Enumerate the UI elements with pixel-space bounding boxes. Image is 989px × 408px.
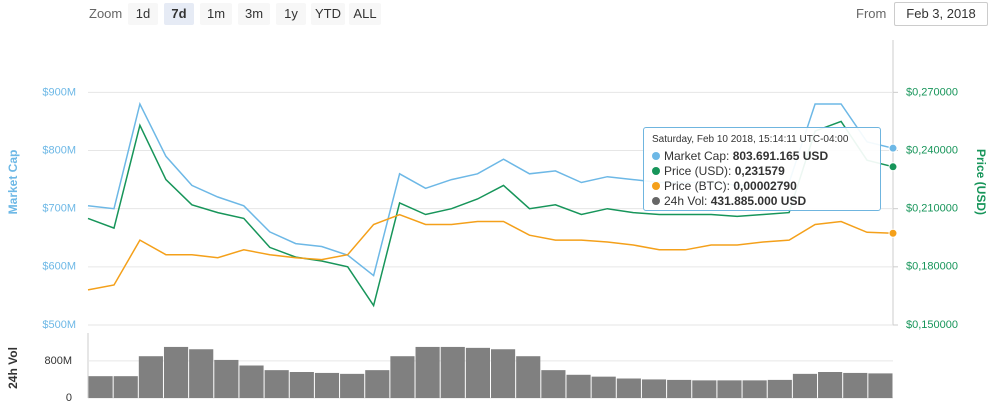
bar: [440, 346, 465, 398]
tooltip-row: Price (USD): 0,231579: [652, 164, 785, 178]
bar: [818, 372, 843, 398]
bar: [113, 376, 138, 398]
series-line: [87, 120, 894, 308]
date-input[interactable]: Feb 3, 2018: [894, 2, 988, 26]
y-tick-label: $500M: [42, 319, 76, 331]
bar: [163, 346, 189, 398]
bar: [390, 356, 415, 398]
zoom-button[interactable]: 1d: [128, 3, 158, 25]
y2-tick-label: $0,210000: [906, 203, 958, 215]
bar: [692, 380, 717, 398]
bar: [340, 373, 365, 398]
tooltip-row: Price (BTC): 0,00002790: [652, 179, 797, 193]
tooltip-value: 0,00002790: [733, 179, 797, 193]
bar: [541, 370, 566, 398]
series-line: [87, 213, 894, 291]
y-tick-label: $600M: [42, 261, 76, 273]
bar: [138, 356, 163, 398]
bar: [742, 380, 767, 398]
bar: [264, 370, 289, 398]
bar: [239, 365, 264, 398]
zoom-button[interactable]: 7d: [164, 3, 194, 25]
bar: [214, 359, 239, 398]
bar: [868, 373, 893, 398]
y-tick-label: 800M: [44, 355, 72, 367]
zoom-button[interactable]: ALL: [349, 3, 381, 25]
tooltip-value: 803.691.165 USD: [732, 149, 829, 163]
bar: [516, 356, 541, 398]
from-label: From: [856, 6, 887, 21]
y-tick-label: $900M: [42, 86, 76, 98]
tooltip-title: Saturday, Feb 10 2018, 15:14:11 UTC-04:0…: [652, 134, 849, 145]
zoom-button[interactable]: YTD: [311, 3, 345, 25]
zoom-button[interactable]: 1y: [276, 3, 306, 25]
bar: [465, 347, 490, 398]
bar: [314, 372, 340, 398]
bar: [767, 379, 792, 398]
bar: [843, 372, 868, 398]
bar: [189, 349, 214, 398]
bar: [667, 379, 692, 398]
tooltip-row: 24h Vol: 431.885.000 USD: [652, 194, 806, 208]
y-tick-label: 0: [66, 392, 72, 404]
bar: [289, 372, 314, 398]
tooltip-key: Market Cap:: [664, 149, 730, 163]
y2-tick-label: $0,270000: [906, 86, 958, 98]
y-axis-title: Market Cap: [6, 150, 20, 215]
y2-tick-label: $0,150000: [906, 319, 958, 331]
bar: [717, 380, 742, 398]
bar: [641, 379, 667, 398]
tooltip-value: 0,231579: [734, 164, 785, 178]
bar: [566, 374, 591, 398]
y-tick-label: $700M: [42, 203, 76, 215]
y2-tick-label: $0,240000: [906, 144, 958, 156]
bar: [365, 370, 390, 398]
tooltip-value: 431.885.000 USD: [710, 194, 807, 208]
y-tick-label: $800M: [42, 144, 76, 156]
bar: [415, 346, 440, 398]
tooltip-row: Market Cap: 803.691.165 USD: [652, 149, 828, 163]
bar: [88, 376, 113, 398]
bar: [792, 373, 818, 398]
zoom-label: Zoom: [89, 6, 123, 21]
zoom-button[interactable]: 1m: [200, 3, 232, 25]
point-marker: [888, 143, 898, 153]
point-marker: [888, 162, 898, 172]
y-axis-title: 24h Vol: [6, 347, 20, 389]
bar: [616, 378, 641, 398]
tooltip-key: Price (BTC):: [664, 179, 730, 193]
y2-axis-title: Price (USD): [974, 149, 988, 215]
point-marker: [888, 228, 898, 238]
zoom-button[interactable]: 3m: [238, 3, 270, 25]
y2-tick-label: $0,180000: [906, 261, 958, 273]
tooltip: Saturday, Feb 10 2018, 15:14:11 UTC-04:0…: [643, 127, 881, 211]
bar: [491, 349, 516, 398]
tooltip-key: 24h Vol:: [664, 194, 708, 208]
tooltip-key: Price (USD):: [664, 164, 732, 178]
bar: [591, 376, 616, 398]
